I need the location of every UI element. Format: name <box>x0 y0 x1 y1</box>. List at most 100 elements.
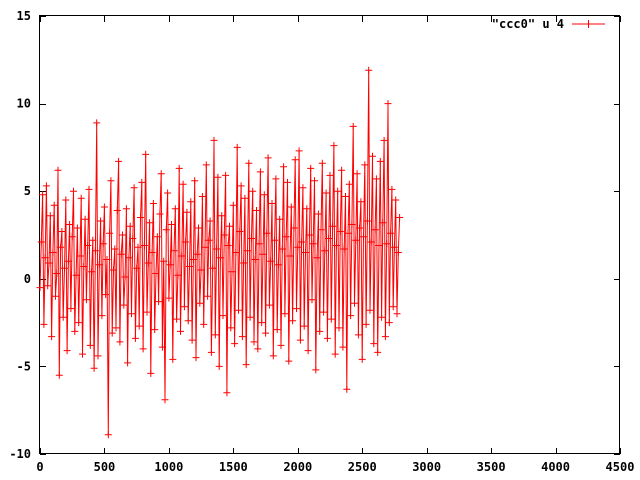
data-point <box>389 303 397 311</box>
data-point <box>148 249 156 256</box>
data-point <box>128 310 135 318</box>
data-point <box>86 341 94 349</box>
data-point <box>388 185 396 193</box>
data-point <box>146 219 154 227</box>
data-point <box>90 364 98 372</box>
data-point <box>80 263 88 270</box>
data-point <box>262 329 270 337</box>
data-point <box>323 334 331 342</box>
data-point <box>258 319 266 327</box>
data-point <box>326 171 334 179</box>
data-point <box>342 193 349 200</box>
data-point <box>282 233 290 241</box>
data-point <box>161 396 169 404</box>
data-point <box>143 308 151 316</box>
data-point <box>130 184 138 192</box>
plot-frame <box>39 15 620 454</box>
data-point <box>205 236 213 244</box>
data-point <box>238 333 246 341</box>
data-point <box>351 299 358 307</box>
data-point <box>233 143 241 151</box>
data-point <box>45 259 53 267</box>
data-point <box>104 431 112 439</box>
data-point <box>302 249 309 256</box>
data-point <box>246 313 254 321</box>
data-point <box>120 301 128 309</box>
data-point <box>332 242 340 249</box>
data-point <box>343 385 351 393</box>
data-point <box>286 252 294 260</box>
data-point <box>322 189 330 197</box>
data-point <box>251 256 259 263</box>
data-point <box>119 231 126 239</box>
data-point <box>170 247 178 255</box>
data-point <box>374 348 382 356</box>
data-point <box>222 171 230 179</box>
data-point <box>303 205 311 213</box>
x-tick-label: 3500 <box>477 460 506 474</box>
data-point <box>68 233 76 241</box>
data-point <box>269 352 277 360</box>
data-point <box>169 355 177 363</box>
data-point <box>237 182 245 190</box>
data-point <box>82 296 90 304</box>
data-point <box>103 256 111 263</box>
data-point <box>50 201 58 209</box>
data-point <box>264 154 272 162</box>
data-point <box>235 306 242 314</box>
data-point <box>55 371 63 379</box>
data-point <box>149 200 157 207</box>
data-point <box>115 157 123 165</box>
data-point <box>354 331 362 339</box>
data-point <box>121 273 129 281</box>
data-point <box>133 264 141 272</box>
data-point <box>370 340 378 348</box>
data-point <box>363 217 371 225</box>
data-point <box>220 231 228 239</box>
data-point <box>268 200 276 207</box>
data-point <box>138 178 146 186</box>
series-line <box>39 70 401 435</box>
data-point <box>218 212 226 220</box>
data-point <box>192 354 200 362</box>
data-point <box>296 336 304 344</box>
data-point <box>255 240 263 248</box>
data-point <box>308 296 316 304</box>
data-point <box>62 196 70 204</box>
data-point <box>352 236 360 244</box>
data-point <box>195 224 202 232</box>
data-point <box>46 212 54 220</box>
data-point <box>73 224 81 232</box>
data-point <box>54 166 62 174</box>
data-point <box>134 243 142 251</box>
data-point <box>320 308 328 316</box>
data-point <box>254 345 262 353</box>
data-point <box>106 229 114 237</box>
data-point <box>379 219 387 227</box>
data-point <box>317 226 325 234</box>
data-point <box>396 214 404 221</box>
data-point <box>256 168 264 176</box>
y-tick-label: 0 <box>24 272 31 286</box>
data-point <box>75 319 83 327</box>
data-point <box>63 347 71 355</box>
data-point <box>142 150 150 158</box>
data-point <box>259 250 267 258</box>
data-point <box>375 242 383 249</box>
data-point <box>85 185 93 193</box>
data-point <box>64 257 72 265</box>
x-tick-label: 0 <box>36 460 43 474</box>
data-point <box>393 310 401 318</box>
data-point <box>124 359 132 367</box>
data-point <box>94 352 102 360</box>
data-point <box>39 191 47 199</box>
data-point <box>250 338 258 346</box>
data-point <box>312 366 320 374</box>
data-point <box>182 238 190 246</box>
x-tick-label: 1500 <box>219 460 248 474</box>
data-point <box>232 249 240 256</box>
x-tick-label: 500 <box>94 460 116 474</box>
data-point <box>207 348 215 356</box>
data-point <box>209 264 217 272</box>
data-point <box>272 175 280 183</box>
